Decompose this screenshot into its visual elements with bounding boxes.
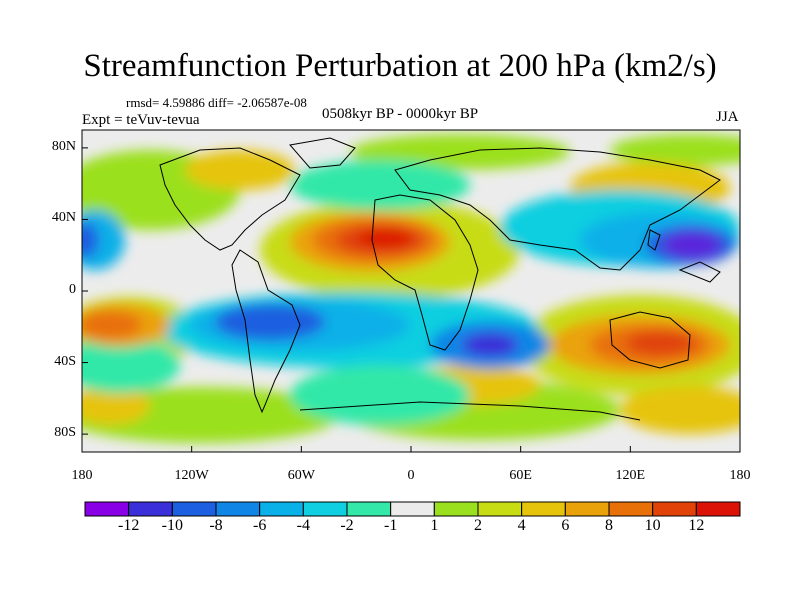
stats-label: rmsd= 4.59886 diff= -2.06587e-08 [126, 95, 307, 110]
colorbar-swatch [608, 501, 654, 517]
season-label: JJA [716, 109, 739, 125]
colorbar-swatch [695, 501, 741, 517]
y-tick-label: 40N [51, 210, 76, 226]
x-tick-label: 180 [729, 468, 751, 483]
colorbar-swatch [84, 501, 130, 517]
colorbar-swatch [433, 501, 479, 517]
colorbar-swatch [215, 501, 261, 517]
colorbar-swatch [346, 501, 392, 517]
colorbar-label: 6 [561, 517, 570, 534]
coastlines [159, 137, 721, 421]
colorbar-label: -12 [117, 517, 140, 534]
y-tick-label: 80S [54, 425, 76, 441]
x-tick-label: 120E [615, 468, 646, 483]
colorbar [84, 501, 741, 517]
x-tick-label: 0 [407, 468, 415, 483]
colorbar-label: -2 [340, 517, 354, 534]
colorbar-label: 10 [644, 517, 661, 534]
colorbar-label: -8 [209, 517, 223, 534]
colorbar-swatch [302, 501, 348, 517]
y-tick-label: 0 [69, 282, 76, 297]
contour-field [82, 130, 740, 452]
colorbar-label: 8 [605, 517, 613, 534]
colorbar-label: 1 [430, 517, 439, 534]
period-label: 0508kyr BP - 0000kyr BP [322, 106, 479, 122]
x-tick-label: 60E [509, 468, 532, 483]
colorbar-swatch [477, 501, 523, 517]
colorbar-swatch [171, 501, 217, 517]
colorbar-swatch [390, 501, 435, 517]
colorbar-label: 4 [517, 517, 526, 534]
colorbar-label: 12 [688, 517, 705, 534]
colorbar-label: -1 [383, 517, 398, 534]
colorbar-swatch [521, 501, 566, 517]
x-tick-label: 120W [174, 468, 209, 483]
colorbar-label: -4 [296, 517, 310, 534]
colorbar-label: 2 [474, 517, 482, 534]
x-tick-label: 60W [287, 468, 315, 483]
y-tick-label: 80N [51, 138, 76, 154]
colorbar-label: -6 [252, 517, 267, 534]
y-tick-label: 40S [54, 353, 76, 369]
experiment-label: Expt = teVuv-tevua [82, 112, 200, 128]
x-tick-label: 180 [71, 468, 93, 483]
colorbar-label: -10 [161, 517, 183, 534]
colorbar-swatch [652, 501, 697, 517]
colorbar-swatch [564, 501, 610, 517]
colorbar-swatch [128, 501, 173, 517]
chart-title: Streamfunction Perturbation at 200 hPa (… [83, 48, 717, 84]
colorbar-swatch [259, 501, 304, 517]
